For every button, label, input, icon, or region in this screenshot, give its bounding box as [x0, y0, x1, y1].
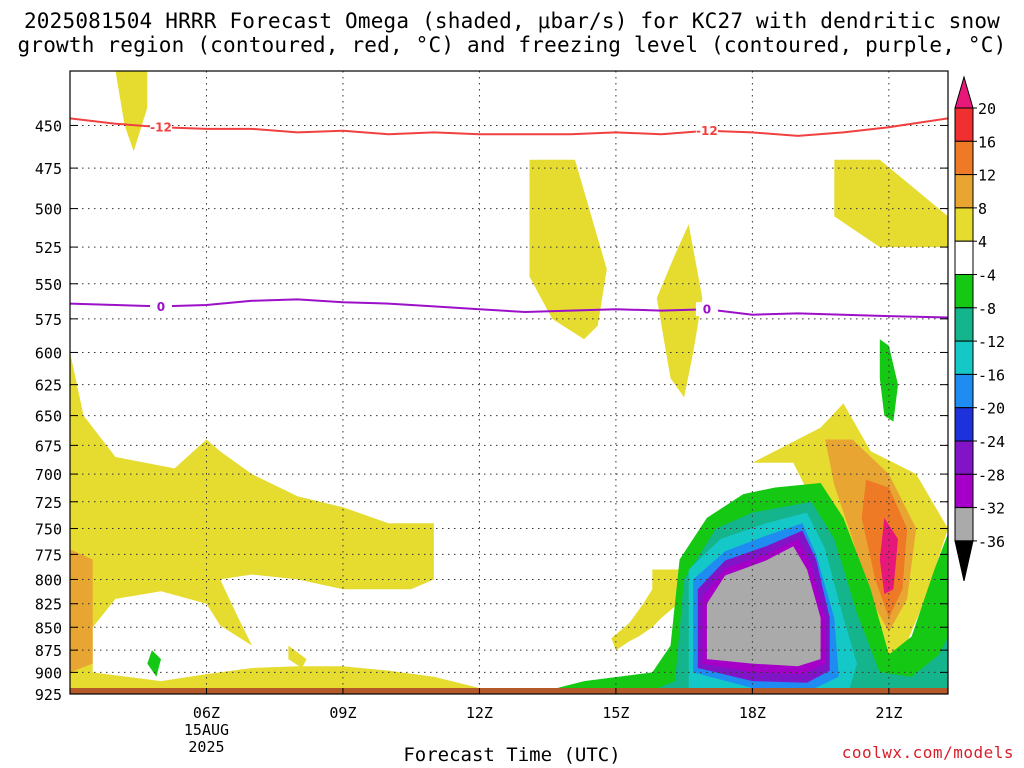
credit-text: coolwx.com/models — [841, 743, 1014, 762]
contour-label-1-1: 0 — [703, 303, 711, 317]
contour-label-bg-1-1 — [695, 302, 718, 317]
y-tick-label-800: 800 — [35, 571, 62, 589]
y-tick-label-925: 925 — [35, 686, 62, 704]
colorbar-label-13: -36 — [978, 533, 1005, 551]
colorbar-segment-5 — [954, 240, 974, 275]
contour-line-0 — [70, 117, 948, 137]
chart-title-line-1: 2025081504 HRRR Forecast Omega (shaded, … — [23, 9, 1001, 33]
y-tick-label-750: 750 — [35, 521, 62, 539]
colorbar-label-6: -8 — [978, 300, 996, 318]
colorbar-segment-7 — [954, 307, 974, 342]
colorbar-label-0: 20 — [978, 100, 996, 118]
colorbar-segment-10 — [954, 407, 974, 442]
colorbar-label-7: -12 — [978, 333, 1005, 351]
colorbar-segment-1 — [954, 107, 974, 142]
y-tick-label-550: 550 — [35, 276, 62, 294]
omega-region-11 — [879, 517, 898, 595]
omega-region-12 — [147, 650, 161, 677]
colorbar-segment-8 — [954, 340, 974, 375]
x-tick-label-21Z: 21Z — [875, 704, 902, 722]
y-tick-label-450: 450 — [35, 117, 62, 135]
colorbar-segment-11 — [954, 440, 974, 475]
colorbar-label-9: -20 — [978, 400, 1005, 418]
y-tick-label-500: 500 — [35, 201, 62, 219]
chart-title-line-2: growth region (contoured, red, °C) and f… — [17, 33, 1007, 57]
x-tick-label-18Z: 18Z — [739, 704, 766, 722]
colorbar-label-4: 4 — [978, 233, 987, 251]
omega-region-1 — [529, 159, 607, 340]
contour-label-bg-1-0 — [149, 299, 172, 314]
x-tick-sublabel-date: 15AUG — [184, 721, 229, 739]
contour-label-0-1: -12 — [696, 124, 718, 138]
y-tick-label-475: 475 — [35, 160, 62, 178]
colorbar-segment-3 — [954, 174, 974, 209]
colorbar-segment-6 — [954, 274, 974, 309]
colorbar-label-8: -16 — [978, 366, 1005, 384]
omega-region-8 — [70, 549, 93, 673]
x-tick-sublabel-year: 2025 — [188, 738, 224, 756]
colorbar-label-11: -28 — [978, 466, 1005, 484]
omega-region-6 — [611, 569, 685, 651]
contour-line-1 — [70, 298, 948, 319]
y-tick-label-525: 525 — [35, 239, 62, 257]
omega-region-4 — [70, 352, 480, 694]
omega-region-3 — [834, 159, 948, 248]
x-tick-label-15Z: 15Z — [602, 704, 629, 722]
colorbar-label-3: 8 — [978, 200, 987, 218]
plot-frame — [69, 70, 949, 695]
y-tick-label-675: 675 — [35, 437, 62, 455]
y-tick-label-600: 600 — [35, 344, 62, 362]
omega-region-20 — [706, 546, 821, 667]
omega-region-5 — [288, 645, 307, 668]
x-tick-label-09Z: 09Z — [329, 704, 356, 722]
x-tick-label-06Z: 06Z — [193, 704, 220, 722]
y-tick-label-625: 625 — [35, 377, 62, 395]
colorbar-segment-9 — [954, 373, 974, 409]
y-tick-label-700: 700 — [35, 466, 62, 484]
colorbar-segment-4 — [954, 207, 974, 242]
contour-label-bg-0-0 — [149, 120, 172, 135]
omega-region-13 — [879, 339, 898, 422]
x-tick-label-12Z: 12Z — [466, 704, 493, 722]
contour-label-bg-0-1 — [695, 123, 718, 138]
colorbar-label-2: 12 — [978, 167, 996, 185]
ground-band — [70, 688, 948, 694]
contour-label-1-0: 0 — [157, 300, 165, 314]
y-tick-label-875: 875 — [35, 642, 62, 660]
y-tick-label-850: 850 — [35, 619, 62, 637]
y-tick-label-575: 575 — [35, 311, 62, 329]
y-tick-label-900: 900 — [35, 664, 62, 682]
colorbar-arrow-bottom — [954, 540, 974, 582]
y-tick-label-725: 725 — [35, 494, 62, 512]
omega-region-0 — [115, 71, 148, 152]
y-tick-label-775: 775 — [35, 546, 62, 564]
contour-label-0-0: -12 — [150, 121, 172, 135]
colorbar-segment-2 — [954, 140, 974, 176]
colorbar-label-1: 16 — [978, 133, 996, 151]
y-tick-label-825: 825 — [35, 596, 62, 614]
colorbar-arrow-top — [954, 75, 974, 109]
colorbar-segment-13 — [954, 507, 974, 542]
colorbar-label-12: -32 — [978, 500, 1005, 518]
x-axis-label: Forecast Time (UTC) — [403, 744, 621, 766]
colorbar-label-5: -4 — [978, 267, 996, 285]
colorbar-label-10: -24 — [978, 433, 1005, 451]
colorbar-segment-12 — [954, 473, 974, 509]
y-tick-label-650: 650 — [35, 408, 62, 426]
